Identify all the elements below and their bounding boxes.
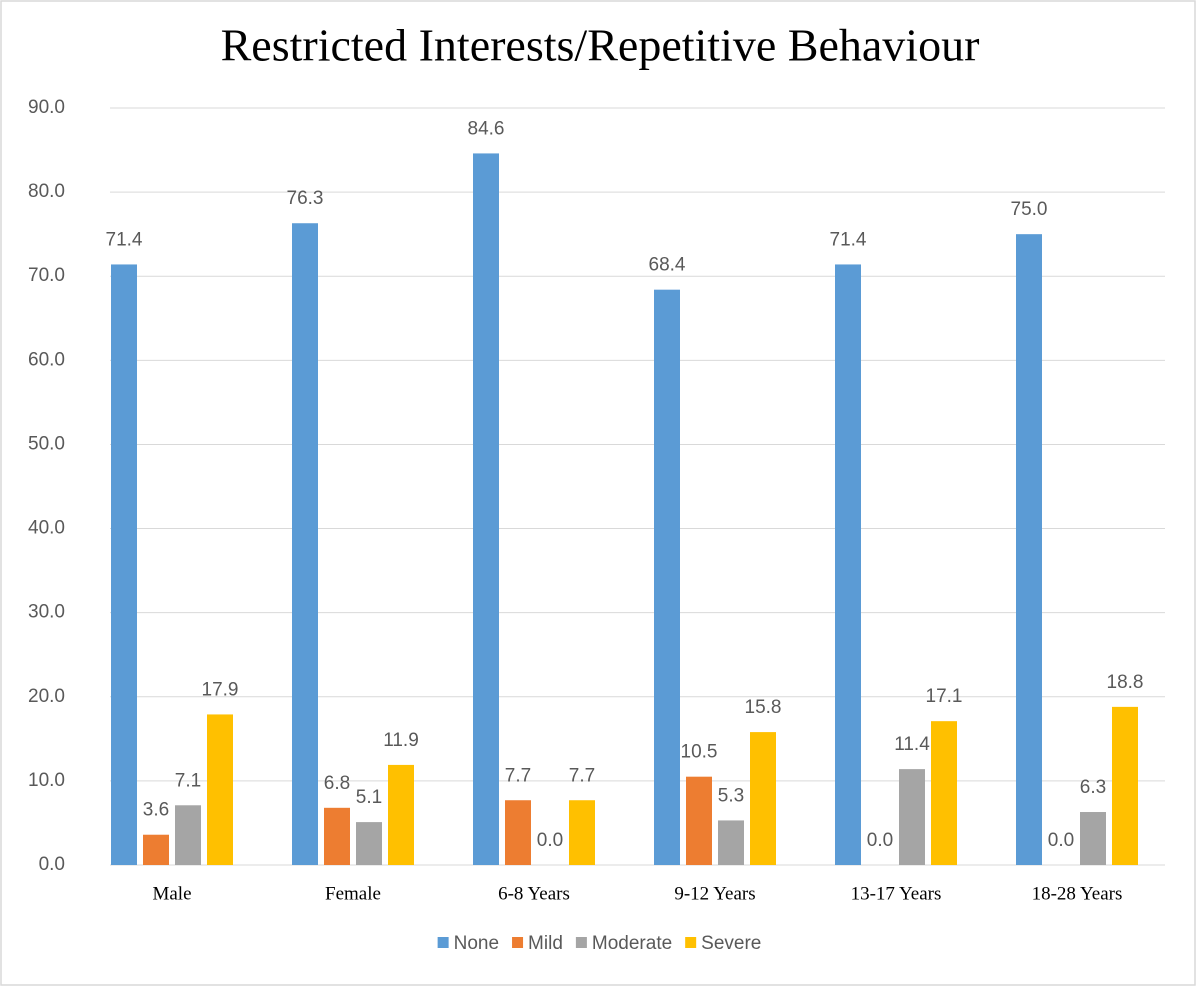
data-label: 17.9: [202, 679, 239, 700]
bar: [292, 223, 318, 865]
legend-swatch: [512, 937, 524, 948]
bar: [207, 714, 233, 865]
bar: [750, 732, 776, 865]
data-label: 76.3: [287, 188, 324, 209]
data-label: 68.4: [649, 255, 686, 276]
bar: [835, 264, 861, 865]
data-label: 6.3: [1080, 777, 1106, 798]
bar: [356, 822, 382, 865]
y-tick-label: 20.0: [28, 686, 65, 707]
chart-title: Restricted Interests/Repetitive Behaviou…: [221, 20, 980, 71]
x-tick-label: Female: [325, 883, 381, 904]
bar: [143, 834, 169, 865]
y-tick-label: 70.0: [28, 265, 65, 286]
bar: [1112, 706, 1138, 865]
y-tick-label: 60.0: [28, 349, 65, 370]
data-label: 7.1: [175, 770, 201, 791]
data-label: 11.4: [894, 734, 930, 755]
x-tick-label: 13-17 Years: [851, 883, 942, 904]
data-label: 75.0: [1011, 199, 1048, 220]
bar: [899, 769, 925, 865]
x-tick-label: 18-28 Years: [1032, 883, 1123, 904]
legend-swatch: [437, 937, 449, 948]
bar: [505, 800, 531, 865]
bar: [686, 776, 712, 865]
data-label: 17.1: [926, 686, 963, 707]
bar: [654, 289, 680, 865]
data-label: 5.3: [718, 785, 744, 806]
bar: [473, 153, 499, 866]
y-tick-label: 10.0: [28, 770, 65, 791]
bar: [175, 805, 201, 865]
data-label: 0.0: [537, 830, 563, 851]
bar: [1016, 234, 1042, 865]
data-label: 7.7: [569, 765, 595, 786]
data-label: 0.0: [867, 830, 893, 851]
data-label: 6.8: [324, 773, 350, 794]
legend-label: Mild: [528, 933, 563, 954]
data-label: 7.7: [505, 765, 531, 786]
y-tick-label: 30.0: [28, 602, 65, 623]
bar: [388, 764, 414, 865]
bar: [1080, 812, 1106, 865]
bar: [324, 807, 350, 865]
data-label: 3.6: [143, 800, 169, 821]
data-label: 11.9: [383, 730, 419, 751]
bar: [718, 820, 744, 865]
x-tick-label: Male: [152, 883, 191, 904]
data-label: 0.0: [1048, 830, 1074, 851]
data-label: 71.4: [830, 229, 867, 250]
x-tick-label: 9-12 Years: [674, 883, 755, 904]
legend-label: Severe: [701, 933, 761, 954]
legend-label: Moderate: [592, 933, 672, 954]
y-tick-label: 90.0: [28, 97, 65, 118]
legend-swatch: [575, 937, 587, 948]
data-label: 84.6: [468, 118, 505, 139]
legend-label: None: [454, 933, 499, 954]
bar: [111, 264, 137, 865]
data-label: 5.1: [356, 787, 382, 808]
data-label: 10.5: [681, 742, 718, 763]
y-tick-label: 80.0: [28, 181, 65, 202]
y-tick-label: 50.0: [28, 433, 65, 454]
bar: [931, 721, 957, 865]
data-label: 15.8: [745, 697, 782, 718]
legend-swatch: [685, 937, 697, 948]
y-tick-label: 0.0: [39, 854, 65, 875]
data-label: 18.8: [1107, 672, 1144, 693]
data-label: 71.4: [106, 229, 143, 250]
y-tick-label: 40.0: [28, 518, 65, 539]
x-tick-label: 6-8 Years: [498, 883, 570, 904]
bar: [569, 800, 595, 865]
